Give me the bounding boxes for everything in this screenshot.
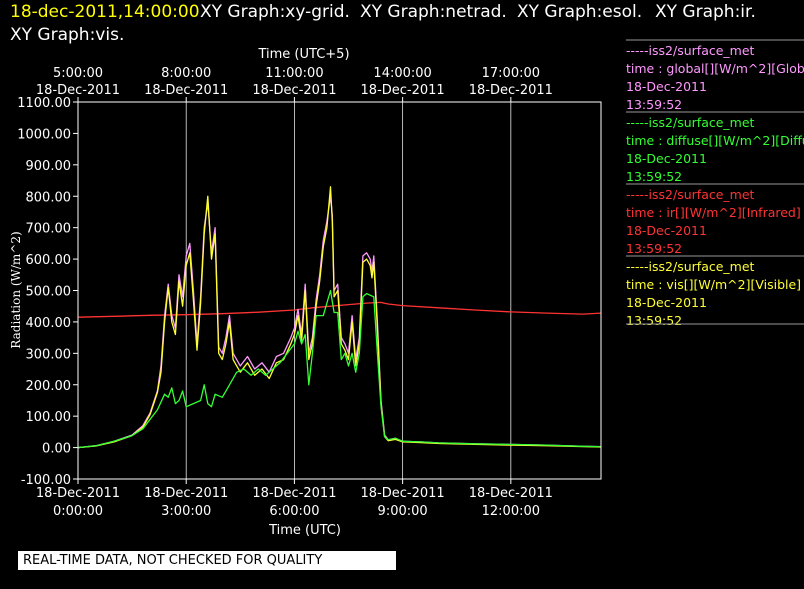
legend-date: 18-Dec-2011 [626, 79, 707, 94]
x-tick-time: 6:00:00 [269, 504, 319, 519]
y-tick-label: 600.00 [26, 253, 72, 268]
legend-source: -----iss2/surface_met [626, 259, 755, 274]
y-tick-label: 0.00 [42, 442, 71, 457]
x-tick-date: 18-Dec-2011 [252, 486, 336, 501]
x-tick-time: 0:00:00 [53, 504, 103, 519]
y-tick-label: 1000.00 [17, 127, 71, 142]
y-tick-label: 900.00 [26, 159, 72, 174]
legend-time: 13:59:52 [626, 169, 682, 184]
legend-variable: time : global[][W/m^2][Global [626, 61, 804, 76]
legend-date: 18-Dec-2011 [626, 295, 707, 310]
header-graph-netrad: XY Graph:netrad. [360, 2, 507, 22]
legend-time: 13:59:52 [626, 241, 682, 256]
x-axis-title: Time (UTC) [268, 523, 341, 538]
y-axis-title: Radiation (W/m^2) [9, 231, 23, 348]
x2-tick-time: 5:00:00 [53, 66, 103, 81]
x-tick-date: 18-Dec-2011 [361, 486, 445, 501]
y-axis-ticks: 1100.00 1000.00 900.00 800.00 700.00 600.00 50… [17, 96, 78, 488]
y-tick-label: 100.00 [26, 410, 72, 425]
y-tick-label: 1100.00 [17, 96, 71, 111]
legend-variable: time : ir[][W/m^2][Infrared] [626, 205, 801, 220]
series-lines [77, 186, 602, 449]
x2-tick-date: 18-Dec-2011 [252, 83, 336, 98]
series-line-diffuse [77, 289, 602, 449]
x-tick-date: 18-Dec-2011 [144, 486, 228, 501]
x-tick-time: 9:00:00 [378, 504, 428, 519]
quality-disclaimer: REAL-TIME DATA, NOT CHECKED FOR QUALITY [18, 551, 396, 570]
x2-tick-date: 18-Dec-2011 [469, 83, 553, 98]
x2-tick-time: 11:00:00 [265, 66, 323, 81]
x-tick-date: 18-Dec-2011 [469, 486, 553, 501]
x-tick-time: 12:00:00 [482, 504, 540, 519]
y-tick-label: 400.00 [26, 316, 72, 331]
x2-tick-time: 17:00:00 [482, 66, 540, 81]
x2-tick-date: 18-Dec-2011 [361, 83, 445, 98]
legend-variable: time : diffuse[][W/m^2][Diffuse [626, 133, 804, 148]
legend-source: -----iss2/surface_met [626, 43, 755, 58]
legend-date: 18-Dec-2011 [626, 223, 707, 238]
x-axis-ticks: 18-Dec-2011 0:00:00 18-Dec-2011 3:00:00 18-D… [36, 66, 553, 519]
header-graph-xy-grid: XY Graph:xy-grid. [200, 2, 350, 22]
legend-date: 18-Dec-2011 [626, 151, 707, 166]
y-tick-label: 800.00 [26, 190, 72, 205]
y-tick-label: 300.00 [26, 347, 72, 362]
x-tick-date: 18-Dec-2011 [36, 486, 120, 501]
y-tick-label: 200.00 [26, 379, 72, 394]
legend-source: -----iss2/surface_met [626, 187, 755, 202]
series-line-vis [77, 186, 602, 449]
y-tick-label: 500.00 [26, 285, 72, 300]
plot-frame [77, 101, 602, 480]
y-tick-label: -100.00 [21, 473, 71, 488]
x2-tick-date: 18-Dec-2011 [144, 83, 228, 98]
x2-tick-time: 14:00:00 [373, 66, 431, 81]
legend-source: -----iss2/surface_met [626, 115, 755, 130]
legend-time: 13:59:52 [626, 97, 682, 112]
x-tick-time: 3:00:00 [161, 504, 211, 519]
legend-variable: time : vis[][W/m^2][Visible] [626, 277, 801, 292]
header-graph-vis: XY Graph:vis. [10, 25, 124, 45]
header-timestamp: 18-dec-2011,14:00:00 [10, 2, 200, 22]
grid-lines [185, 102, 512, 479]
series-line-ir [77, 301, 602, 318]
header-graph-ir: XY Graph:ir. [655, 2, 756, 22]
y-tick-label: 700.00 [26, 222, 72, 237]
x2-tick-time: 8:00:00 [161, 66, 211, 81]
legend-time: 13:59:52 [626, 313, 682, 328]
x2-tick-date: 18-Dec-2011 [36, 83, 120, 98]
header-graph-esol: XY Graph:esol. [517, 2, 642, 22]
x2-axis-title: Time (UTC+5) [257, 47, 349, 62]
